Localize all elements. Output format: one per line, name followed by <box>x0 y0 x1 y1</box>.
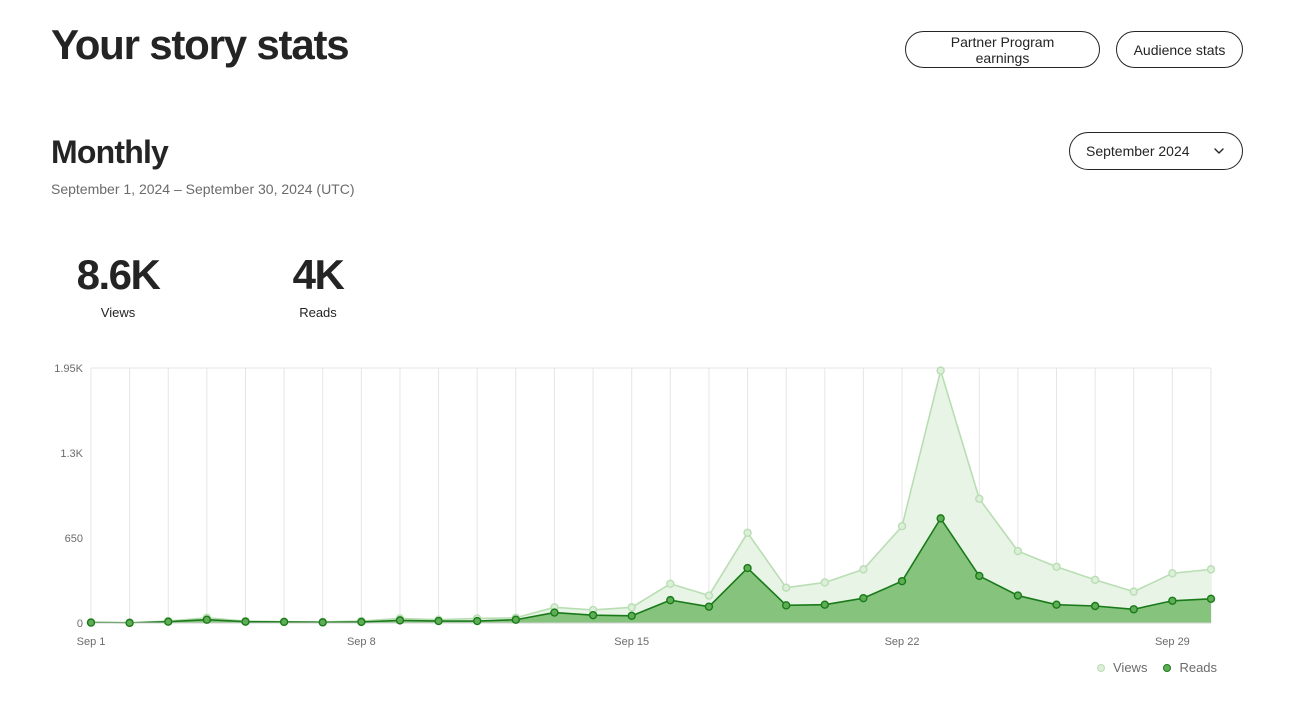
views-point <box>1168 569 1177 578</box>
reads-point <box>241 617 250 626</box>
views-point <box>897 522 907 531</box>
partner-program-earnings-button[interactable]: Partner Program earnings <box>905 31 1100 68</box>
reads-point <box>164 617 173 626</box>
legend-item-views[interactable]: Views <box>1097 660 1147 675</box>
reads-point <box>125 618 134 628</box>
reads-point <box>434 616 443 626</box>
reads-point <box>1206 594 1216 604</box>
date-range: September 1, 2024 – September 30, 2024 (… <box>51 181 355 197</box>
stats-chart: 0 650 1.3K 1.95K Sep 1 Sep 8 Sep 15 Sep 22 Sep 2… <box>54 363 1216 648</box>
y-tick-label: 0 <box>77 618 83 630</box>
views-point <box>1052 562 1061 571</box>
reads-point <box>395 616 405 625</box>
views-point <box>859 565 868 574</box>
reads-point <box>588 610 598 620</box>
views-label: Views <box>100 305 136 320</box>
reads-point <box>859 593 868 603</box>
month-select[interactable]: September 2024 <box>1069 132 1243 170</box>
views-point <box>820 578 829 587</box>
reads-point <box>279 617 289 627</box>
views-swatch-icon <box>1097 663 1105 672</box>
reads-point <box>473 616 482 626</box>
chart-legend: Views Reads <box>1097 660 1217 675</box>
views-point <box>1090 575 1100 585</box>
reads-point <box>897 576 907 586</box>
reads-point <box>820 600 829 609</box>
reads-point <box>511 615 521 624</box>
reads-point <box>550 608 559 617</box>
x-tick-label: Sep 22 <box>885 636 920 648</box>
views-point <box>1013 546 1023 556</box>
reads-series-line <box>90 517 1212 624</box>
views-point <box>781 583 791 592</box>
views-area <box>91 370 1211 623</box>
reads-point <box>627 611 636 621</box>
legend-item-reads[interactable]: Reads <box>1163 660 1217 675</box>
reads-stat: 4K Reads <box>248 250 388 320</box>
legend-label-views: Views <box>1113 660 1148 675</box>
reads-point <box>666 595 675 605</box>
x-tick-label: Sep 15 <box>614 636 649 648</box>
x-tick-label: Sep 29 <box>1155 636 1190 648</box>
reads-point <box>1168 596 1177 605</box>
reads-point <box>202 615 212 624</box>
page-title: Your story stats <box>51 21 350 68</box>
views-point <box>1129 587 1138 596</box>
reads-area <box>91 518 1211 623</box>
reads-point <box>1090 601 1100 611</box>
month-select-value: September 2024 <box>1086 143 1190 159</box>
reads-point <box>975 571 984 581</box>
x-tick-label: Sep 1 <box>77 636 106 648</box>
reads-value: 4K <box>292 251 345 298</box>
y-tick-label: 1.95K <box>54 363 83 375</box>
reads-point <box>781 601 791 610</box>
reads-point <box>936 514 945 523</box>
chevron-down-icon <box>1212 144 1226 158</box>
views-value: 8.6K <box>76 251 161 298</box>
legend-label-reads: Reads <box>1179 660 1218 675</box>
reads-point <box>1129 605 1138 614</box>
reads-point <box>704 602 714 611</box>
views-point <box>627 603 636 612</box>
y-tick-label: 650 <box>65 533 83 545</box>
reads-swatch-icon <box>1163 663 1172 672</box>
views-point <box>704 591 714 600</box>
audience-stats-button[interactable]: Audience stats <box>1116 31 1243 68</box>
y-tick-label: 1.3K <box>60 448 83 460</box>
views-point <box>936 366 945 375</box>
reads-point <box>318 618 327 627</box>
reads-point <box>1052 600 1061 609</box>
reads-point <box>1013 591 1023 600</box>
reads-point <box>357 617 366 627</box>
views-point <box>975 494 984 503</box>
section-title: Monthly <box>51 134 169 170</box>
views-stat: 8.6K Views <box>48 250 188 320</box>
reads-point <box>743 563 752 573</box>
views-point <box>743 528 752 537</box>
views-point <box>1206 565 1216 574</box>
reads-label: Reads <box>299 305 337 320</box>
x-tick-label: Sep 8 <box>347 636 376 648</box>
reads-point <box>86 618 96 627</box>
views-point <box>666 579 675 588</box>
